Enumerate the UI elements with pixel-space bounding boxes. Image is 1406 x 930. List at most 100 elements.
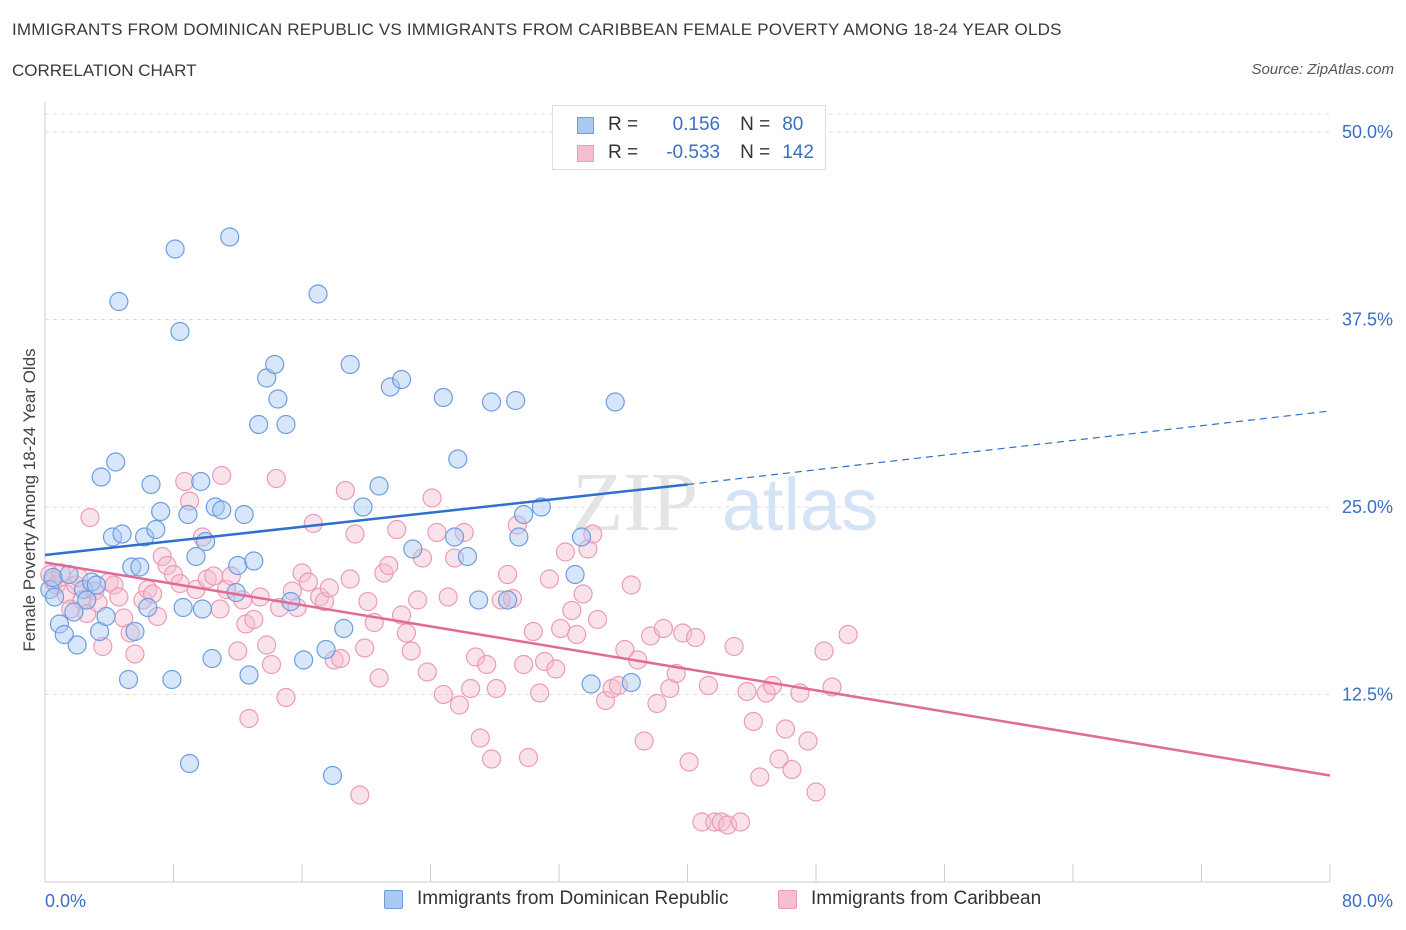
data-point (369, 476, 389, 496)
legend-n-value: 80 (782, 114, 804, 135)
data-point (422, 488, 442, 508)
legend-r-label: R = (608, 114, 639, 135)
data-point (175, 471, 195, 492)
data-point (573, 584, 593, 604)
data-point (530, 683, 550, 703)
data-point (743, 711, 763, 732)
legend-row-blue: R = 0.156 N = 80 (577, 113, 803, 137)
data-point (782, 759, 802, 780)
data-point (109, 291, 129, 312)
data-point (380, 377, 400, 397)
data-point (118, 669, 139, 690)
data-point (134, 527, 155, 547)
data-point (551, 618, 571, 639)
legend-label-dominican: Immigrants from Dominican Republic (417, 888, 729, 909)
y-tick-label: 25.0% (1342, 497, 1393, 517)
data-point (514, 654, 534, 675)
legend-row-pink: R = -0.533 N = 142 (577, 141, 814, 165)
data-point (838, 624, 858, 645)
x-tick-label: 80.0% (1342, 891, 1393, 911)
data-point (578, 539, 598, 559)
data-point (96, 606, 116, 627)
data-point (433, 684, 453, 705)
data-point (806, 782, 826, 802)
data-point (775, 719, 796, 739)
data-point (621, 575, 641, 595)
legend-item-dominican[interactable]: Immigrants from Dominican Republic (384, 888, 729, 910)
data-point (340, 569, 360, 589)
data-point (756, 683, 776, 703)
data-point (210, 599, 230, 619)
data-point (268, 389, 288, 409)
data-point (730, 812, 751, 832)
data-point (486, 678, 506, 699)
data-point (298, 572, 319, 592)
data-point (340, 354, 360, 375)
data-point (673, 623, 693, 643)
data-point (67, 635, 87, 655)
x-tick-label: 0.0% (45, 891, 86, 911)
data-point (178, 504, 198, 525)
watermark-zip: ZIP (572, 456, 698, 549)
data-point (49, 614, 70, 634)
data-point (481, 749, 502, 769)
data-point (539, 569, 559, 589)
data-point (555, 542, 576, 562)
data-point (391, 605, 412, 625)
data-point (228, 555, 248, 576)
data-point (64, 602, 84, 622)
data-point (509, 527, 529, 547)
data-point (330, 648, 351, 669)
data-point (595, 690, 616, 711)
data-point (698, 675, 718, 696)
data-point (350, 785, 370, 805)
data-point (679, 752, 699, 772)
chart-subtitle: CORRELATION CHART (12, 61, 197, 80)
data-point (204, 566, 224, 586)
pink-series-points (40, 465, 858, 835)
legend-r-value: -0.533 (666, 142, 721, 163)
data-point (461, 678, 481, 699)
data-point (228, 641, 248, 661)
data-point (449, 695, 470, 715)
blue-series-points (40, 227, 641, 786)
data-point (518, 747, 539, 768)
y-tick-label: 50.0% (1342, 122, 1393, 142)
data-point (396, 623, 417, 643)
data-point (316, 639, 336, 660)
data-point (335, 480, 355, 501)
data-point (249, 414, 269, 435)
data-point (358, 591, 378, 612)
data-point (469, 590, 489, 610)
data-point (141, 474, 161, 495)
legend-swatch-blue (384, 889, 403, 909)
data-point (106, 452, 126, 472)
legend-item-caribbean[interactable]: Immigrants from Caribbean (778, 888, 1041, 910)
data-point (276, 687, 296, 708)
data-point (239, 665, 259, 685)
legend-swatch-blue (577, 116, 594, 134)
data-point (408, 590, 428, 610)
data-point (514, 504, 534, 525)
watermark-atlas: atlas (722, 463, 878, 546)
data-point (162, 669, 182, 690)
data-point (621, 672, 641, 693)
data-point (653, 618, 674, 639)
legend-n-value: 142 (782, 142, 814, 163)
series-legend: Immigrants from Dominican Republic Immig… (0, 888, 1406, 916)
data-point (73, 579, 94, 600)
trend-line-blue (44, 483, 688, 557)
data-point (379, 555, 399, 576)
data-point (151, 501, 171, 522)
data-point (685, 627, 706, 648)
data-point (334, 618, 354, 639)
data-point (319, 578, 339, 598)
data-point (457, 546, 478, 567)
data-point (257, 635, 277, 655)
data-point (562, 600, 582, 621)
data-point (244, 609, 264, 630)
legend-swatch-pink (778, 889, 797, 909)
data-point (353, 497, 373, 517)
source-note: Source: ZipAtlas.com (1251, 61, 1394, 78)
